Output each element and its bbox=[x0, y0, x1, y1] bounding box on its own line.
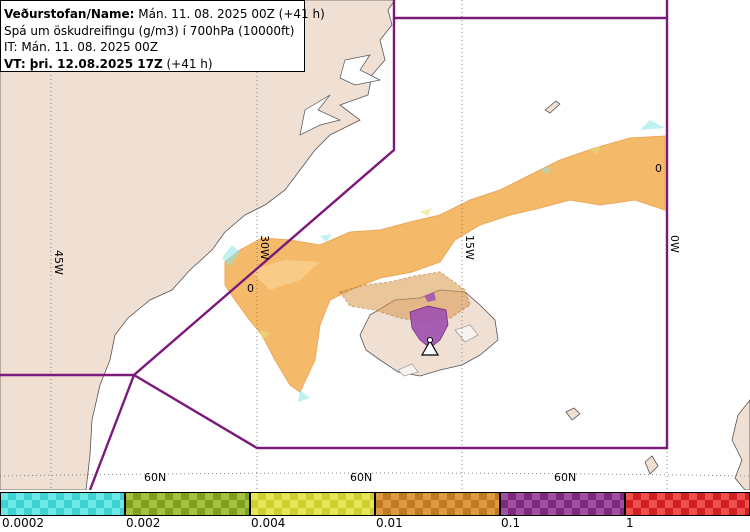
info-valid-value: (+41 h) bbox=[162, 56, 213, 71]
small-island bbox=[544, 100, 561, 114]
info-name-value: Mán. 11. 08. 2025 00Z (+41 h) bbox=[134, 7, 325, 21]
ash-map: 45W 30W 15W 0W 60N 60N 60N 0 0 bbox=[0, 0, 750, 490]
parallel-label: 60N bbox=[554, 471, 576, 484]
legend-bin bbox=[250, 492, 375, 516]
glacier bbox=[397, 363, 419, 377]
legend-label: 0.0002 bbox=[2, 516, 44, 530]
parallel-label: 60N bbox=[350, 471, 372, 484]
info-line-name: Veðurstofan/Name: Mán. 11. 08. 2025 00Z … bbox=[4, 6, 325, 23]
legend-bin bbox=[500, 492, 625, 516]
legend-bin bbox=[0, 492, 125, 516]
norway-coast bbox=[731, 399, 750, 490]
ash-high-concentration bbox=[424, 292, 436, 302]
volcano-icon bbox=[420, 337, 440, 356]
ash-high-concentration bbox=[409, 305, 449, 349]
legend-bin bbox=[625, 492, 750, 516]
info-valid-label: VT: þri. 12.08.2025 17Z bbox=[4, 56, 163, 71]
parallel-label: 60N bbox=[144, 471, 166, 484]
legend-label: 0.002 bbox=[126, 516, 161, 530]
info-line-init-time: IT: Mán. 11. 08. 2025 00Z bbox=[4, 40, 158, 54]
concentration-legend bbox=[0, 492, 750, 516]
legend-label: 0.004 bbox=[251, 516, 286, 530]
meridian-label: 30W bbox=[258, 235, 271, 260]
legend-bin bbox=[125, 492, 250, 516]
zero-mark: 0 bbox=[247, 282, 254, 295]
meridian-label: 15W bbox=[463, 235, 476, 260]
greenland-fjord bbox=[299, 94, 342, 136]
info-line-product: Spá um öskudreifingu (g/m3) í 700hPa (10… bbox=[4, 23, 295, 38]
info-line-valid-time: VT: þri. 12.08.2025 17Z (+41 h) bbox=[4, 56, 304, 73]
legend-label: 0.01 bbox=[376, 516, 403, 530]
glacier bbox=[454, 324, 479, 343]
parallel-labels: 60N 60N 60N bbox=[144, 471, 576, 484]
fir-boundary bbox=[0, 0, 669, 490]
legend-label: 0.1 bbox=[501, 516, 521, 530]
meridian-label: 0W bbox=[668, 235, 681, 253]
ash-plume bbox=[222, 120, 666, 402]
zero-mark: 0 bbox=[655, 162, 662, 175]
legend-label: 1 bbox=[626, 516, 634, 530]
greenland-fjord bbox=[339, 54, 382, 86]
faroe-islands bbox=[565, 407, 581, 421]
forecast-info-box: Veðurstofan/Name: Mán. 11. 08. 2025 00Z … bbox=[0, 0, 325, 73]
legend-bin bbox=[375, 492, 500, 516]
meridian-labels: 45W 30W 15W 0W bbox=[52, 235, 681, 275]
info-name-label: Veðurstofan/Name: bbox=[4, 7, 135, 21]
shetland bbox=[644, 455, 659, 475]
meridian-label: 45W bbox=[52, 250, 65, 275]
greenland-landmass bbox=[0, 0, 396, 490]
